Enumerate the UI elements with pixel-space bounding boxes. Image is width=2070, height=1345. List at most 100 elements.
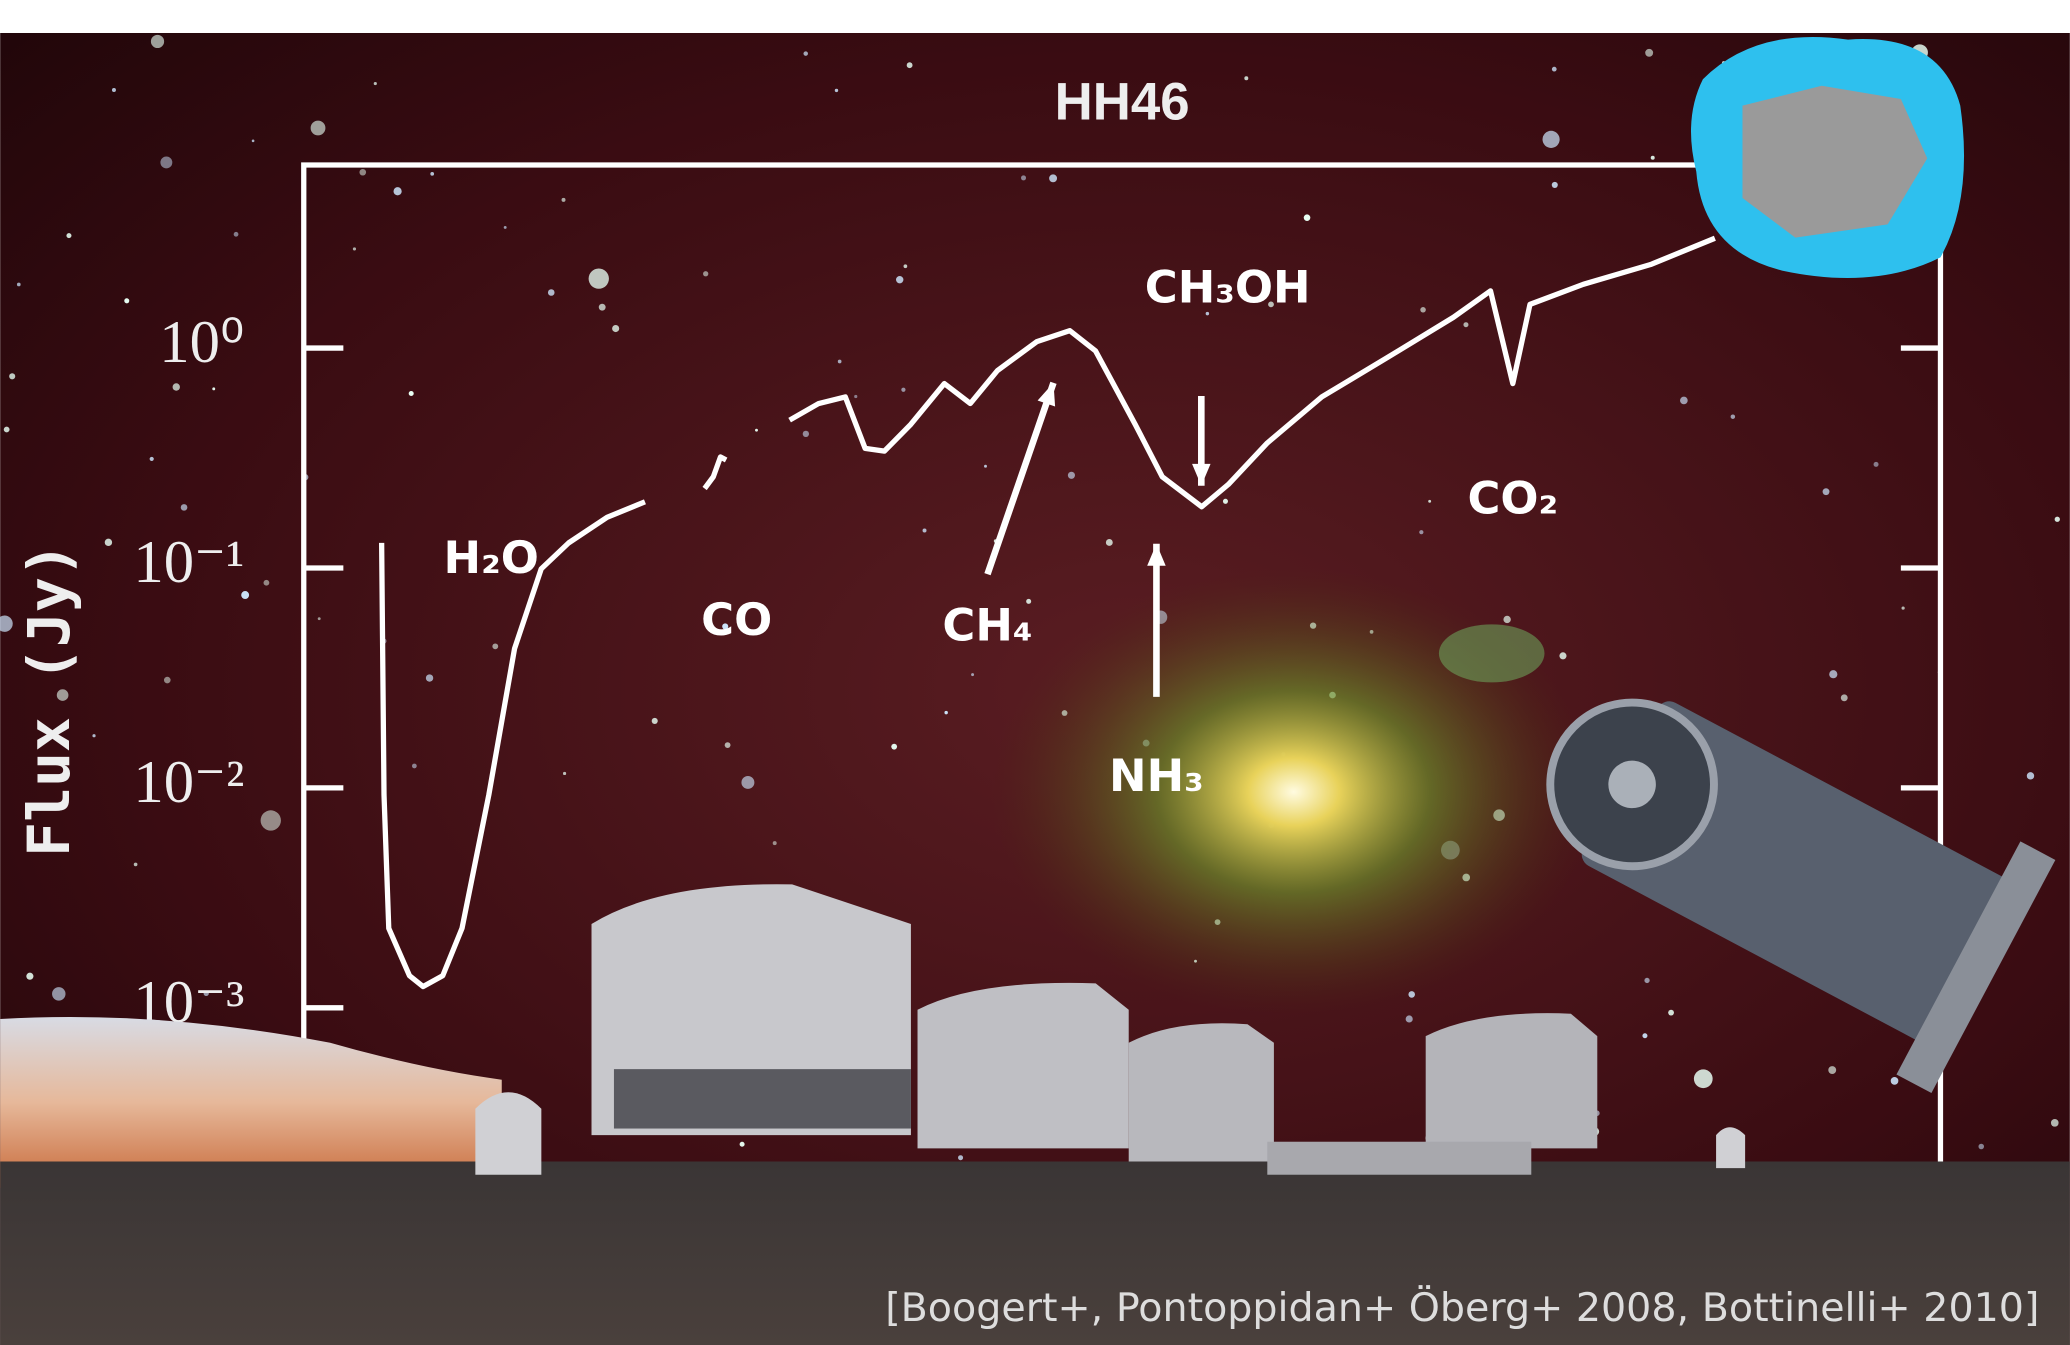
star: [984, 464, 987, 468]
star: [180, 504, 188, 511]
star: [896, 275, 904, 284]
star: [52, 987, 66, 1001]
star: [1901, 606, 1905, 610]
star: [1559, 652, 1567, 660]
grain-core: [1742, 85, 1928, 238]
star: [163, 676, 171, 684]
star: [722, 623, 729, 630]
star: [1551, 66, 1557, 72]
star: [203, 990, 209, 997]
star: [971, 673, 975, 677]
star: [1668, 1009, 1674, 1016]
star: [1205, 311, 1210, 316]
star: [16, 282, 21, 287]
star: [1829, 670, 1838, 679]
star: [260, 810, 281, 831]
star: [598, 303, 606, 311]
star: [352, 247, 357, 251]
star: [425, 674, 434, 682]
feature-label: CO: [701, 593, 772, 646]
dome: [475, 1092, 542, 1175]
star: [373, 81, 377, 86]
star: [251, 139, 255, 143]
star: [772, 841, 777, 846]
star: [562, 771, 567, 776]
y-tick-label: 10⁻²: [133, 749, 244, 816]
star: [111, 88, 116, 92]
star: [1551, 181, 1558, 188]
star: [411, 763, 417, 769]
star: [1978, 1143, 1985, 1150]
star: [263, 579, 270, 586]
star: [2054, 516, 2060, 522]
spacecraft: [1546, 698, 2056, 1094]
star: [1503, 615, 1511, 624]
star: [1463, 322, 1469, 328]
star: [741, 775, 755, 789]
star: [1268, 301, 1274, 308]
feature-label: CH₄: [942, 598, 1032, 651]
star: [1890, 1077, 1899, 1085]
star: [92, 734, 96, 738]
star: [9, 373, 16, 380]
star: [906, 62, 913, 69]
star: [1542, 130, 1560, 148]
y-axis-label: Flux (Jy): [15, 542, 83, 857]
mirror: [1608, 760, 1656, 809]
plot-frame: [301, 162, 1944, 1162]
building-base: [613, 1069, 911, 1129]
star: [834, 88, 839, 93]
star: [1840, 694, 1848, 702]
star: [1405, 1015, 1413, 1023]
star: [944, 710, 948, 715]
star: [1067, 471, 1075, 479]
star: [317, 617, 321, 621]
star: [160, 156, 173, 169]
star: [503, 225, 507, 229]
star: [903, 264, 908, 269]
star: [172, 383, 180, 391]
citation: [Boogert+, Pontoppidan+ Öberg+ 2008, Bot…: [885, 1285, 2039, 1331]
telescope-building: [1128, 1023, 1274, 1162]
star: [1873, 461, 1879, 467]
star: [1026, 598, 1032, 604]
star: [104, 538, 113, 547]
star: [922, 528, 927, 533]
feature-label: CH₃OH: [1145, 260, 1311, 313]
star: [724, 742, 731, 748]
star: [310, 120, 326, 136]
star: [703, 271, 709, 277]
star: [755, 428, 758, 432]
star: [149, 456, 154, 462]
star: [1420, 307, 1426, 313]
star: [241, 591, 250, 599]
star: [1303, 214, 1311, 221]
star: [212, 387, 216, 391]
star: [958, 1155, 964, 1161]
y-tick-label: 10⁰: [159, 309, 244, 376]
y-tick-label: 10⁻¹: [133, 529, 244, 596]
telescope-building: [917, 982, 1129, 1149]
star: [739, 1141, 745, 1147]
arrow-shaft: [984, 381, 1057, 576]
dusk-sky: [0, 1016, 502, 1188]
arrow-head: [1147, 543, 1166, 566]
star: [2026, 772, 2035, 780]
telescopes: [475, 884, 1746, 1175]
nebula-knot: [1438, 624, 1545, 683]
star: [124, 298, 130, 304]
nebula: [990, 567, 1598, 1017]
arrow-head: [1037, 382, 1056, 407]
star: [150, 34, 165, 49]
star: [612, 324, 620, 333]
solar-panel: [1896, 841, 2056, 1094]
ground: [0, 1161, 2070, 1345]
star: [1244, 76, 1249, 81]
star: [1644, 977, 1650, 984]
star: [133, 862, 138, 867]
star: [803, 51, 808, 56]
star: [1049, 174, 1058, 183]
arrow-head: [1192, 463, 1211, 486]
dome: [1716, 1127, 1746, 1169]
